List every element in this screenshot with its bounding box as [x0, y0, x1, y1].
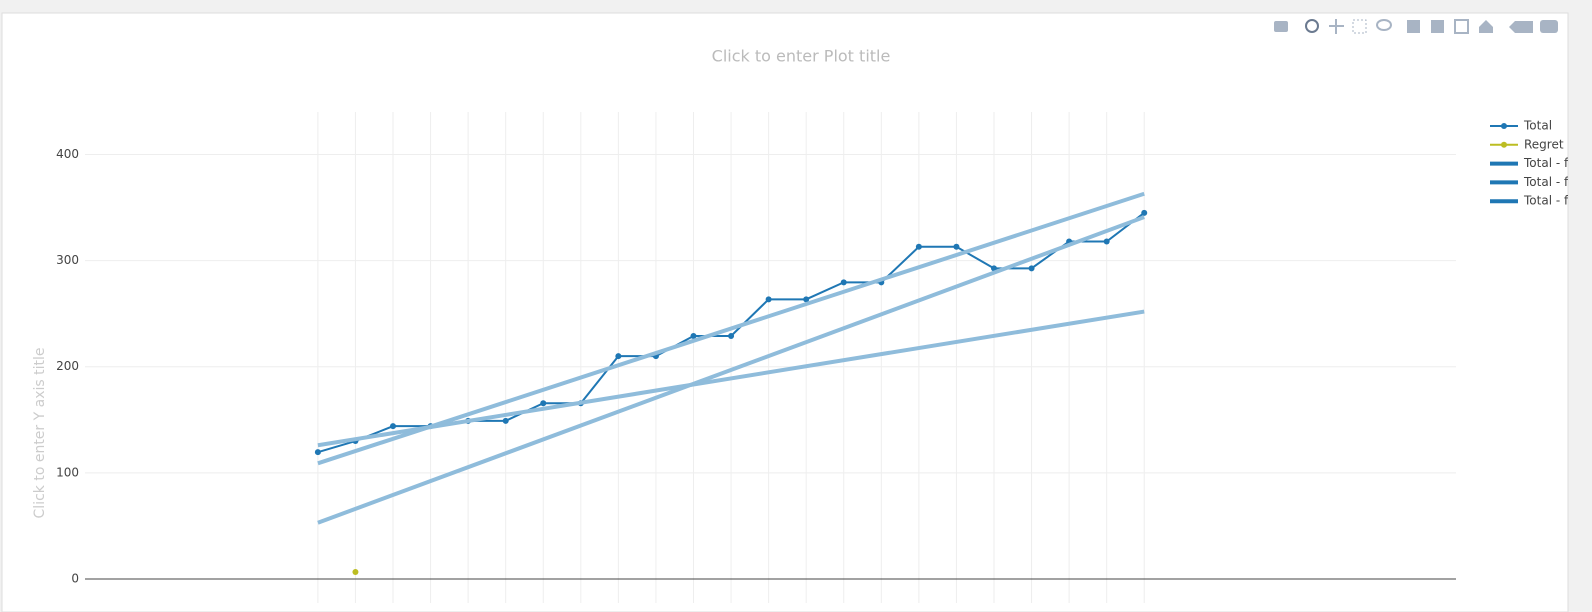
chart-title[interactable]: Click to enter Plot title [712, 47, 891, 66]
y-tick-label: 100 [56, 465, 79, 479]
modebar [1274, 19, 1558, 34]
legend-label[interactable]: Regret [1524, 137, 1564, 151]
autoscale-icon[interactable] [1454, 19, 1469, 34]
point [615, 353, 622, 360]
y-tick-label: 400 [56, 147, 79, 161]
legend-label[interactable]: Total [1523, 119, 1552, 133]
y-tick-label: 200 [56, 359, 79, 373]
y-axis-title[interactable]: Click to enter Y axis title [32, 348, 48, 519]
pan-icon[interactable] [1329, 19, 1344, 34]
y-tick-label: 300 [56, 253, 79, 267]
zoom-in-icon[interactable] [1407, 20, 1420, 33]
point [990, 265, 997, 272]
legend: Total Regret Total - fi Total - fi Total - f… [1490, 119, 1572, 208]
point [803, 296, 810, 303]
zoom-icon[interactable] [1305, 19, 1319, 33]
series-line [317, 191, 1145, 466]
zoom-out-icon[interactable] [1431, 20, 1444, 33]
y-tick-label: 0 [71, 572, 79, 586]
legend-label[interactable]: Total - fi [1523, 175, 1572, 189]
legend-label[interactable]: Total - fi [1523, 194, 1572, 208]
legend-marker [1501, 141, 1507, 148]
select-icon[interactable] [1352, 19, 1367, 34]
point [390, 423, 397, 430]
lasso-icon[interactable] [1376, 19, 1392, 31]
point [915, 243, 922, 250]
point [1028, 265, 1035, 272]
point [840, 279, 847, 286]
point [502, 417, 509, 424]
hover-icon[interactable] [1540, 20, 1558, 33]
point [1141, 209, 1148, 216]
point [728, 332, 735, 339]
point [314, 449, 321, 456]
legend-label[interactable]: Total - fi [1523, 156, 1572, 170]
legend-marker [1501, 123, 1507, 129]
home-icon[interactable] [1479, 20, 1493, 33]
point [1103, 238, 1110, 245]
camera-icon[interactable] [1274, 21, 1288, 32]
point [953, 243, 960, 250]
point [690, 332, 697, 339]
point [765, 296, 772, 303]
series-line [317, 215, 1145, 525]
point [352, 569, 359, 576]
point [540, 400, 547, 407]
spike-icon[interactable] [1509, 21, 1533, 33]
series-line [317, 309, 1145, 448]
